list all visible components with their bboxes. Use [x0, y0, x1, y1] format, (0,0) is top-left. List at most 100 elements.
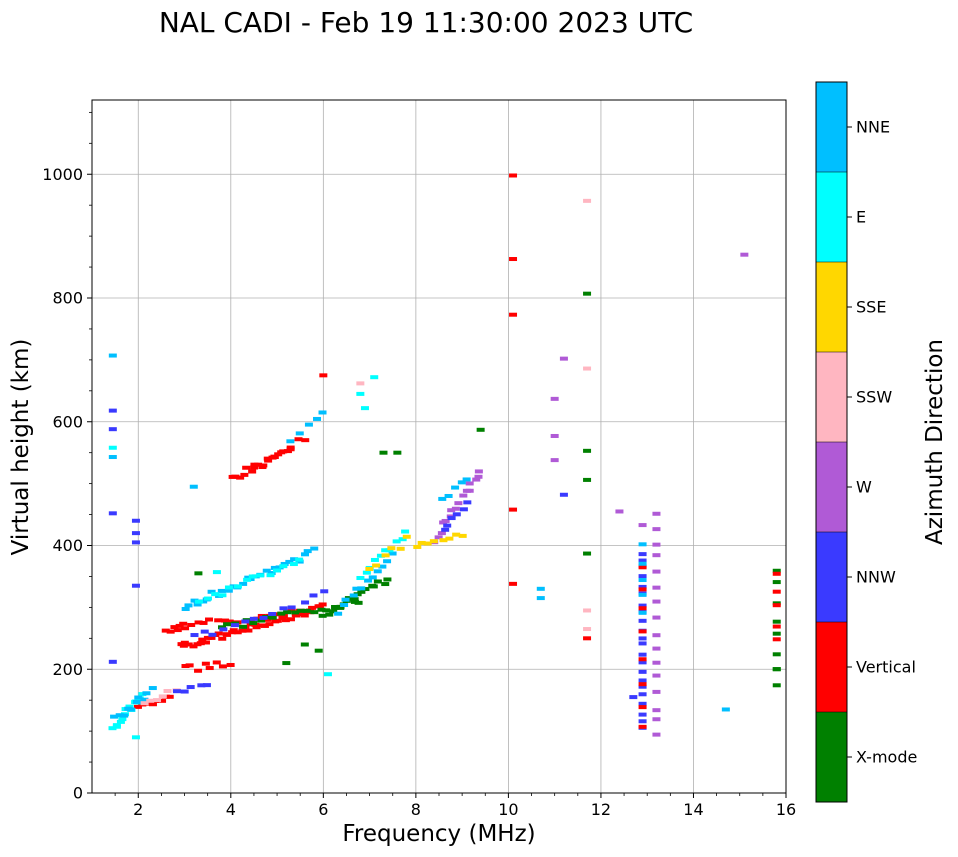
echo-point [225, 619, 234, 624]
echo-point [125, 704, 134, 709]
echo-point [318, 602, 327, 607]
echo-point [148, 702, 157, 707]
echo-point [443, 523, 452, 528]
echo-point [444, 493, 453, 498]
echo-point [550, 433, 559, 438]
echo-point [258, 465, 267, 470]
plot-background [92, 100, 786, 793]
echo-point [638, 618, 647, 623]
x-tick-label: 8 [411, 800, 421, 819]
echo-point [388, 551, 397, 556]
echo-point [273, 618, 282, 623]
echo-point [474, 474, 483, 479]
echo-point [378, 564, 387, 569]
echo-point [319, 373, 328, 378]
echo-point [383, 577, 392, 582]
echo-point [194, 571, 203, 576]
echo-point [652, 585, 661, 590]
echo-point [277, 450, 286, 455]
y-tick-label: 800 [52, 289, 83, 308]
echo-point [279, 564, 288, 569]
echo-point [286, 445, 295, 450]
echo-point [357, 586, 366, 591]
echo-point [638, 657, 647, 662]
echo-point [583, 636, 592, 641]
echo-point [331, 605, 340, 610]
echo-point [372, 563, 381, 568]
echo-point [638, 584, 647, 589]
echo-point [201, 640, 210, 645]
echo-point [398, 537, 407, 542]
grid-lines [92, 100, 787, 794]
y-tick-label: 0 [73, 784, 83, 803]
echo-point [194, 620, 203, 625]
x-tick-label: 6 [318, 800, 328, 819]
echo-point [181, 606, 190, 611]
echo-point [291, 610, 300, 615]
echo-point [401, 529, 410, 534]
echo-point [233, 584, 242, 589]
echo-point [341, 597, 350, 602]
echo-point [638, 684, 647, 689]
y-tick-label: 400 [52, 536, 83, 555]
echo-point [131, 518, 140, 523]
echo-point [131, 735, 140, 740]
echo-point [194, 668, 203, 673]
echo-point [325, 612, 334, 617]
echo-point [189, 484, 198, 489]
echo-point [218, 625, 227, 630]
echo-point [652, 673, 661, 678]
echo-point [189, 644, 198, 649]
echo-point [652, 511, 661, 516]
colorbar-segment [816, 622, 847, 712]
echo-point [402, 534, 411, 539]
echo-point [509, 312, 518, 317]
echo-point [158, 698, 167, 703]
colorbar-segment [816, 532, 847, 622]
echo-point [163, 688, 172, 693]
colorbar-tick-label: Vertical [856, 658, 916, 677]
echo-point [256, 573, 265, 578]
echo-point [295, 431, 304, 436]
echo-point [772, 624, 781, 629]
echo-point [459, 507, 468, 512]
echo-point [285, 559, 294, 564]
echo-point [638, 587, 647, 592]
echo-point [772, 667, 781, 672]
echo-point [200, 629, 209, 634]
echo-point [772, 568, 781, 573]
echo-point [740, 252, 749, 257]
echo-point [318, 410, 327, 415]
echo-point [252, 625, 261, 630]
echo-point [218, 636, 227, 641]
echo-point [239, 581, 248, 586]
echo-point [212, 660, 221, 665]
echo-point [194, 599, 203, 604]
echo-point [638, 561, 647, 566]
chart-title: NAL CADI - Feb 19 11:30:00 2023 UTC [159, 6, 693, 39]
echo-point [638, 565, 647, 570]
colorbar-tick-label: X-mode [856, 748, 917, 767]
echo-point [248, 469, 257, 474]
echo-point [212, 570, 221, 575]
echo-point [133, 704, 142, 709]
echo-point [224, 588, 233, 593]
echo-point [310, 546, 319, 551]
echo-point [379, 450, 388, 455]
echo-point [454, 501, 463, 506]
colorbar-tick-label: W [856, 478, 872, 497]
echo-point [254, 462, 263, 467]
echo-point [314, 648, 323, 653]
echo-point [370, 557, 379, 562]
echo-point [197, 683, 206, 688]
echo-point [309, 593, 318, 598]
echo-point [638, 682, 647, 687]
echo-point [550, 396, 559, 401]
echo-point [241, 619, 250, 624]
echo-point [268, 615, 277, 620]
echo-point [238, 628, 247, 633]
echo-point [142, 691, 151, 696]
echo-point [181, 626, 190, 631]
echo-point [108, 726, 117, 731]
echo-point [112, 723, 121, 728]
